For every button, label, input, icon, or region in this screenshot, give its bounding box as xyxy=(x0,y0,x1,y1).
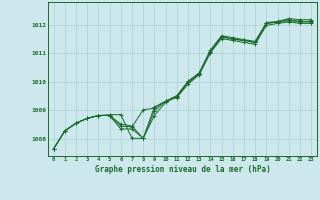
X-axis label: Graphe pression niveau de la mer (hPa): Graphe pression niveau de la mer (hPa) xyxy=(94,165,270,174)
